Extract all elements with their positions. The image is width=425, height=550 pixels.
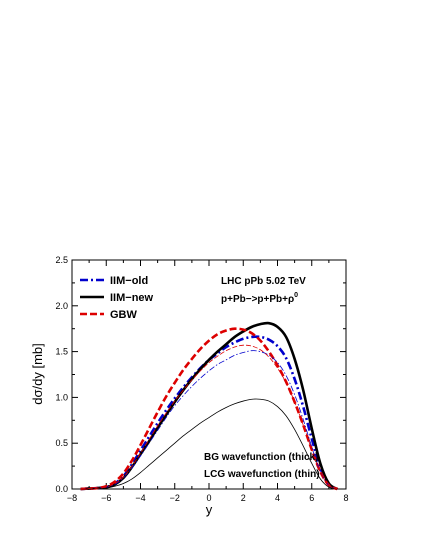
note-bg-wavefunction: BG wavefunction (thick) (204, 452, 318, 463)
x-tick-label: 8 (343, 493, 348, 503)
y-tick-label: 2.5 (55, 255, 68, 265)
series-line-3 (80, 350, 338, 490)
axis-ticks: −8 −6 −4 −2 0 2 4 6 8 0.0 0.5 1.0 1.5 2.0 2.5 (55, 255, 348, 503)
x-tick-label: −6 (101, 493, 111, 503)
x-tick-label: −4 (135, 493, 145, 503)
y-axis-title: dσ/dy [mb] (30, 343, 45, 405)
x-tick-label: 4 (275, 493, 280, 503)
process-annotation: LHC pPb 5.02 TeV p+Pb−>p+Pb+ρ0 (221, 276, 306, 305)
process-label-energy: LHC pPb 5.02 TeV (221, 276, 306, 287)
process-label-reaction: p+Pb−>p+Pb+ρ0 (221, 292, 298, 305)
y-tick-label: 1.0 (55, 392, 68, 402)
note-lcg-wavefunction: LCG wavefunction (thin) (204, 469, 320, 480)
series-line-0 (80, 335, 339, 491)
y-tick-label: 1.5 (55, 347, 68, 357)
x-tick-label: −2 (170, 493, 180, 503)
legend-label-iim-old: IIM−old (110, 275, 148, 287)
process-reaction-superscript: 0 (294, 292, 298, 299)
wavefunction-note: BG wavefunction (thick) LCG wavefunction… (204, 452, 320, 480)
series-line-4 (80, 398, 338, 490)
legend: IIM−old IIM−new GBW (80, 275, 154, 321)
x-tick-label: 0 (206, 493, 211, 503)
y-tick-label: 0.0 (55, 484, 68, 494)
process-reaction-base: p+Pb−>p+Pb+ρ (221, 294, 294, 305)
legend-label-gbw: GBW (110, 309, 138, 321)
x-axis-title: y (206, 502, 213, 517)
legend-label-iim-new: IIM−new (110, 292, 154, 304)
series-line-5 (80, 344, 338, 490)
data-curves (80, 321, 339, 491)
x-tick-label: 6 (309, 493, 314, 503)
x-tick-label: −8 (67, 493, 77, 503)
x-tick-label: 2 (241, 493, 246, 503)
y-tick-label: 0.5 (55, 438, 68, 448)
series-line-2 (80, 327, 338, 491)
y-tick-label: 2.0 (55, 301, 68, 311)
series-line-1 (80, 321, 339, 491)
